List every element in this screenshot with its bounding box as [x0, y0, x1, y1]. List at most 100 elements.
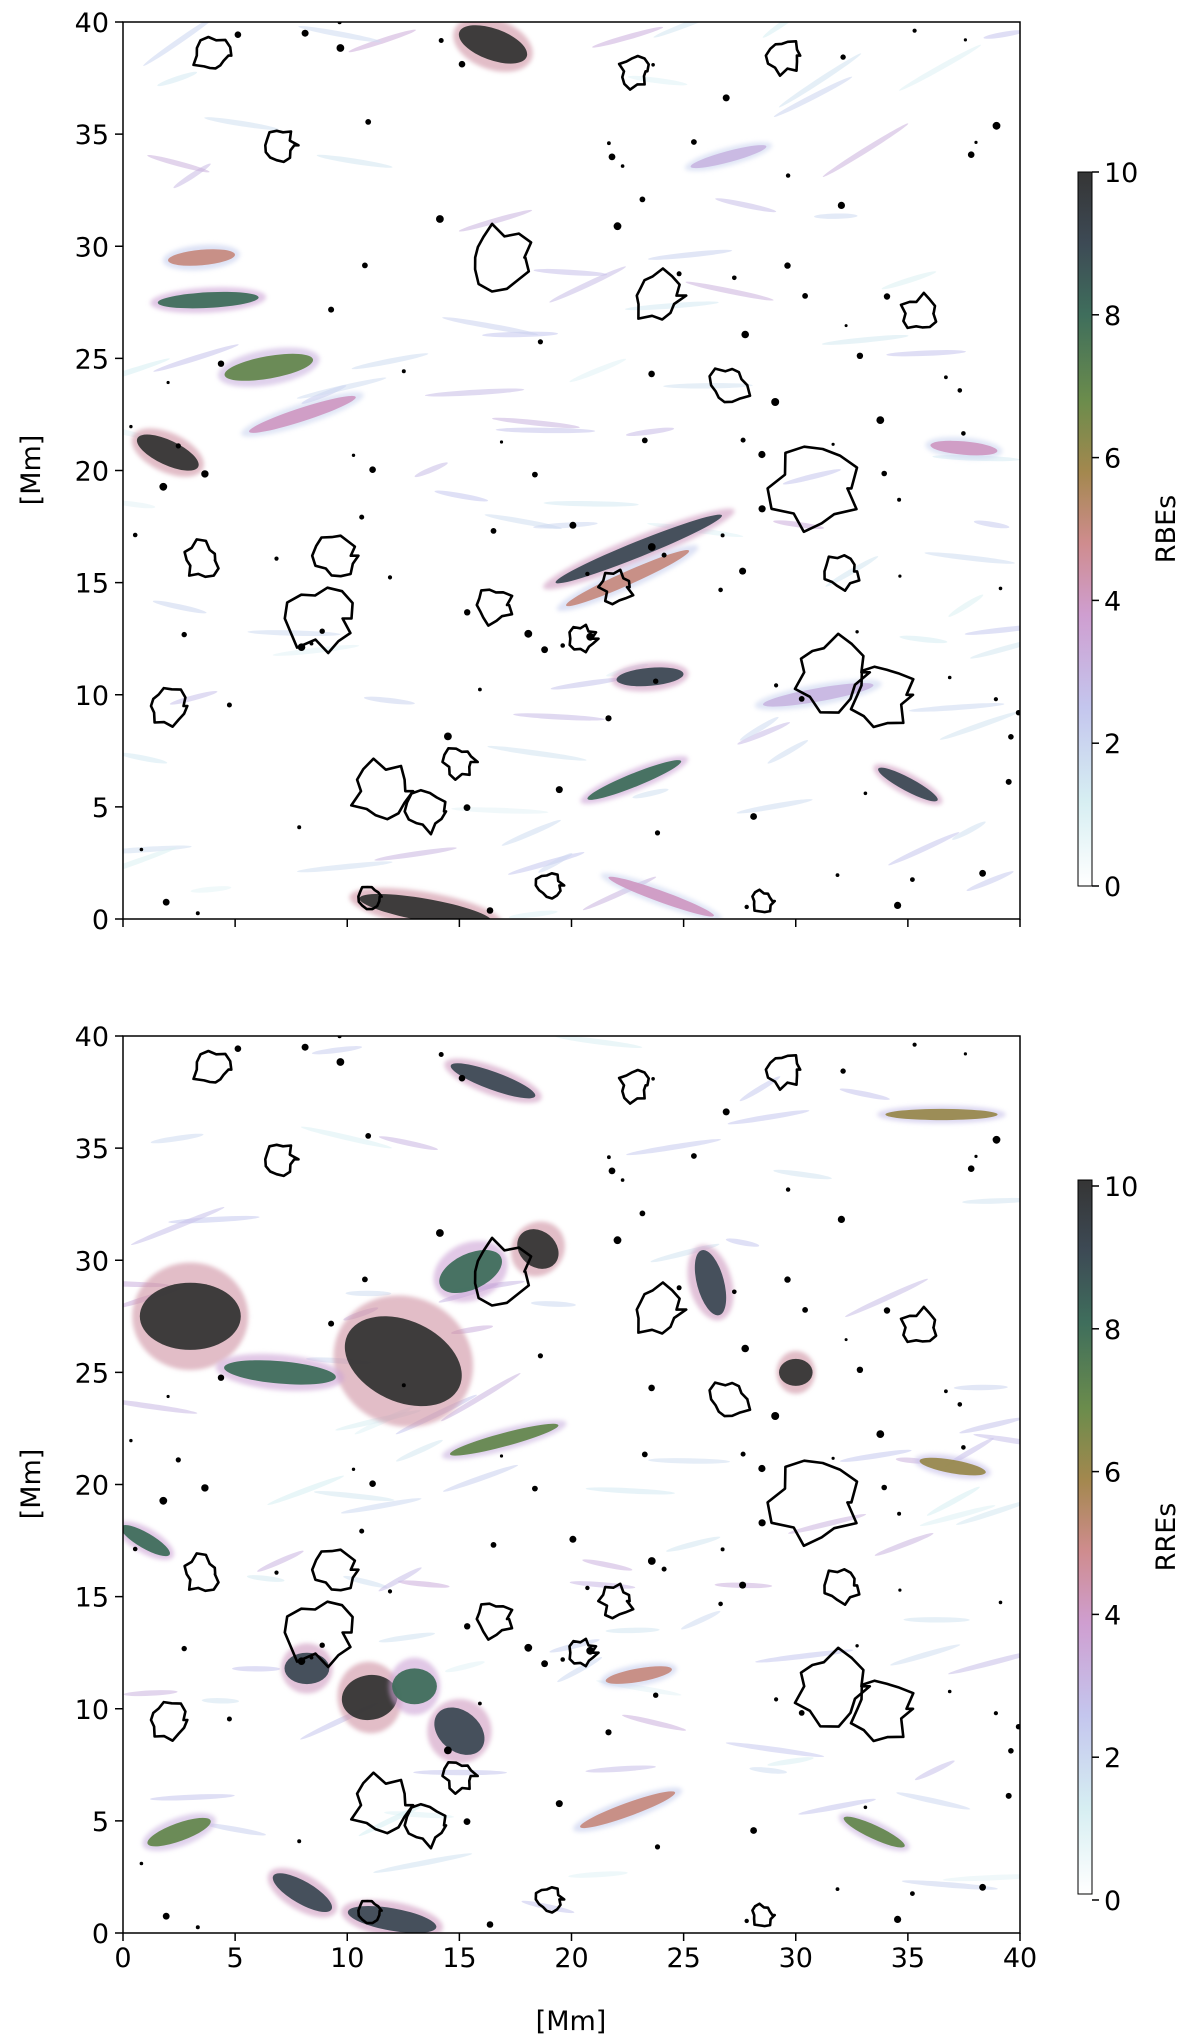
contour-dot	[661, 1566, 667, 1572]
contour-dot	[297, 643, 306, 651]
event-streak	[592, 26, 664, 48]
contour-dot	[195, 1925, 200, 1930]
contour-dot	[648, 370, 655, 378]
contour-dot	[876, 416, 885, 424]
event-streak	[549, 266, 626, 303]
colorbar-tick-label: 10	[1104, 1172, 1138, 1203]
event-streak	[773, 1169, 832, 1180]
contour-dot	[974, 1154, 978, 1158]
contour-dot	[831, 1456, 835, 1460]
magnetic-contour	[441, 747, 479, 781]
event-streak	[970, 638, 1020, 659]
event-streak	[150, 1133, 204, 1144]
x-tick-label: 30	[779, 1943, 813, 1974]
magnetic-contour	[149, 686, 189, 728]
heatmap-layer	[123, 22, 1020, 919]
magnetic-contour	[793, 1646, 872, 1728]
event-streak	[414, 462, 448, 478]
contour-dot	[676, 271, 682, 277]
event-streak	[538, 853, 573, 873]
event-streak	[585, 1487, 675, 1495]
magnetic-contour	[183, 1552, 220, 1593]
contour-dot	[401, 369, 406, 374]
event-streak	[530, 1301, 576, 1307]
contour-dot	[274, 1570, 279, 1575]
event-streak	[296, 861, 393, 873]
event-streak	[123, 358, 170, 389]
event-streak	[964, 624, 1020, 635]
x-axis-label: [Mm]	[536, 2006, 607, 2037]
magnetic-contour	[766, 1459, 859, 1548]
y-tick-label: 0	[92, 1919, 109, 1950]
contour-dot	[912, 1042, 917, 1047]
event-streak	[767, 740, 809, 764]
contour-dot	[802, 1307, 808, 1313]
event-streak	[953, 1384, 1008, 1391]
event-streak	[727, 1110, 810, 1125]
event-streak	[778, 53, 862, 108]
event-streak	[939, 711, 1018, 740]
contour-dot	[722, 1108, 730, 1116]
event-streak	[739, 716, 779, 741]
magnetic-contour	[899, 291, 938, 330]
event-streak	[952, 821, 986, 840]
event-core	[147, 1817, 211, 1847]
contour-dot	[963, 38, 968, 42]
event-streak	[300, 1126, 392, 1149]
contour-dot	[463, 1818, 471, 1825]
contour-dot	[478, 687, 482, 692]
event-streak	[755, 1649, 854, 1663]
magnetic-contour	[403, 788, 448, 836]
contour-dot	[648, 1384, 655, 1392]
contour-dot	[897, 1511, 902, 1516]
y-axis: 0 5 10 15 20 25 30 35 40	[75, 8, 123, 936]
contour-dot	[837, 201, 846, 209]
event-streak	[444, 1661, 485, 1673]
magnetic-contour	[751, 1902, 776, 1928]
event-streak	[363, 696, 415, 705]
event-streak	[313, 1491, 395, 1501]
magnetic-contour	[764, 40, 802, 77]
y-tick-label: 30	[75, 1246, 109, 1277]
colorbar-tick-label: 2	[1104, 729, 1121, 760]
event-streak	[143, 22, 219, 66]
contour-dot	[351, 453, 356, 457]
event-streak	[881, 271, 937, 290]
contour-dot	[162, 1912, 170, 1920]
contour-dot	[234, 31, 242, 38]
event-streak	[625, 427, 675, 437]
contour-dot	[387, 1589, 393, 1594]
magnetic-contour	[534, 1886, 566, 1914]
magnetic-contour	[473, 1236, 533, 1307]
event-streak	[123, 1690, 178, 1697]
contour-dot	[162, 898, 170, 906]
magnetic-contour	[708, 367, 752, 404]
contour-dot	[720, 533, 725, 538]
magnetic-contour	[751, 888, 776, 914]
event-core	[344, 1316, 462, 1407]
magnetic-contour	[708, 1381, 752, 1418]
contour-dot	[774, 1697, 779, 1702]
magnetic-contour	[534, 872, 566, 900]
contour-dot	[1015, 1724, 1020, 1730]
magnetic-contour	[635, 267, 688, 321]
contour-dot	[159, 482, 168, 491]
contour-dot	[641, 1451, 648, 1458]
contour-dot	[739, 567, 747, 575]
event-streak	[153, 344, 239, 372]
contour-dot	[181, 1645, 187, 1652]
contour-dot	[883, 293, 891, 300]
event-streak	[123, 1398, 198, 1414]
contour-dot	[365, 119, 372, 125]
colorbar-gradient	[1077, 1179, 1093, 1895]
contour-dot	[883, 1307, 891, 1314]
contour-dot	[798, 1710, 805, 1716]
event-streak	[398, 1580, 450, 1588]
contour-dot	[661, 552, 667, 558]
contour-dot	[722, 94, 730, 102]
event-streak	[190, 886, 232, 893]
contour-dot	[963, 1052, 968, 1056]
contour-dot	[947, 675, 952, 680]
event-core	[450, 1063, 536, 1099]
